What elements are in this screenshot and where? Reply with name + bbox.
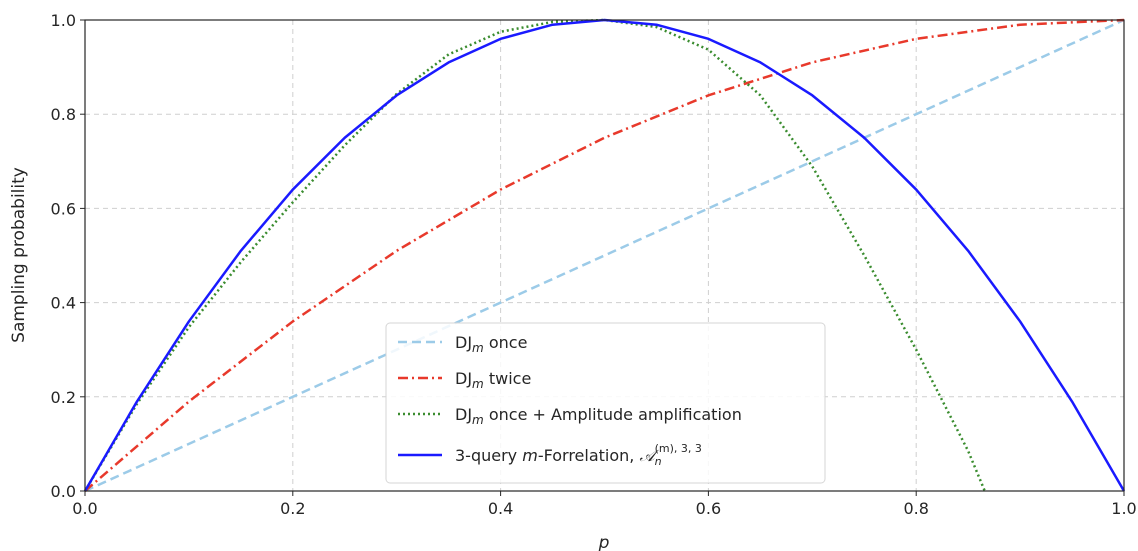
series-dj-once bbox=[84, 18, 1125, 493]
x-tick-label: 0.6 bbox=[696, 499, 721, 518]
legend-label-dj-twice: DJm twice bbox=[455, 369, 531, 391]
x-tick-label: 0.0 bbox=[72, 499, 97, 518]
y-tick-label: 0.4 bbox=[51, 294, 76, 313]
y-tick-label: 0.0 bbox=[51, 482, 76, 501]
x-tick-label: 1.0 bbox=[1111, 499, 1136, 518]
y-axis-label: Sampling probability bbox=[9, 167, 29, 343]
x-tick-label: 0.8 bbox=[903, 499, 928, 518]
y-tick-label: 1.0 bbox=[51, 11, 76, 30]
y-tick-label: 0.8 bbox=[51, 105, 76, 124]
x-axis-label: p bbox=[598, 533, 610, 551]
axis-ticks: 0.0 0.2 0.4 0.6 0.8 1.0 0.0 0.2 0.4 0.6 0.8 1.0 bbox=[51, 11, 1137, 518]
legend-box bbox=[385, 322, 826, 484]
legend: DJm once DJm twice DJm once + Amplitude … bbox=[385, 322, 826, 484]
y-tick-label: 0.6 bbox=[51, 199, 76, 218]
series-dj-amplitude bbox=[83, 18, 986, 492]
legend-label-forrelation: 3-query m-Forrelation, 𝒜n(m), 3, 3 bbox=[455, 442, 702, 468]
plot-frame bbox=[84, 19, 1125, 492]
y-tick-label: 0.2 bbox=[51, 388, 76, 407]
series-dj-twice bbox=[84, 18, 1125, 492]
grid-lines bbox=[85, 20, 1124, 491]
x-tick-label: 0.2 bbox=[280, 499, 305, 518]
legend-label-dj-amplitude: DJm once + Amplitude amplification bbox=[455, 405, 742, 427]
legend-label-dj-once: DJm once bbox=[455, 333, 527, 355]
x-tick-label: 0.4 bbox=[488, 499, 513, 518]
